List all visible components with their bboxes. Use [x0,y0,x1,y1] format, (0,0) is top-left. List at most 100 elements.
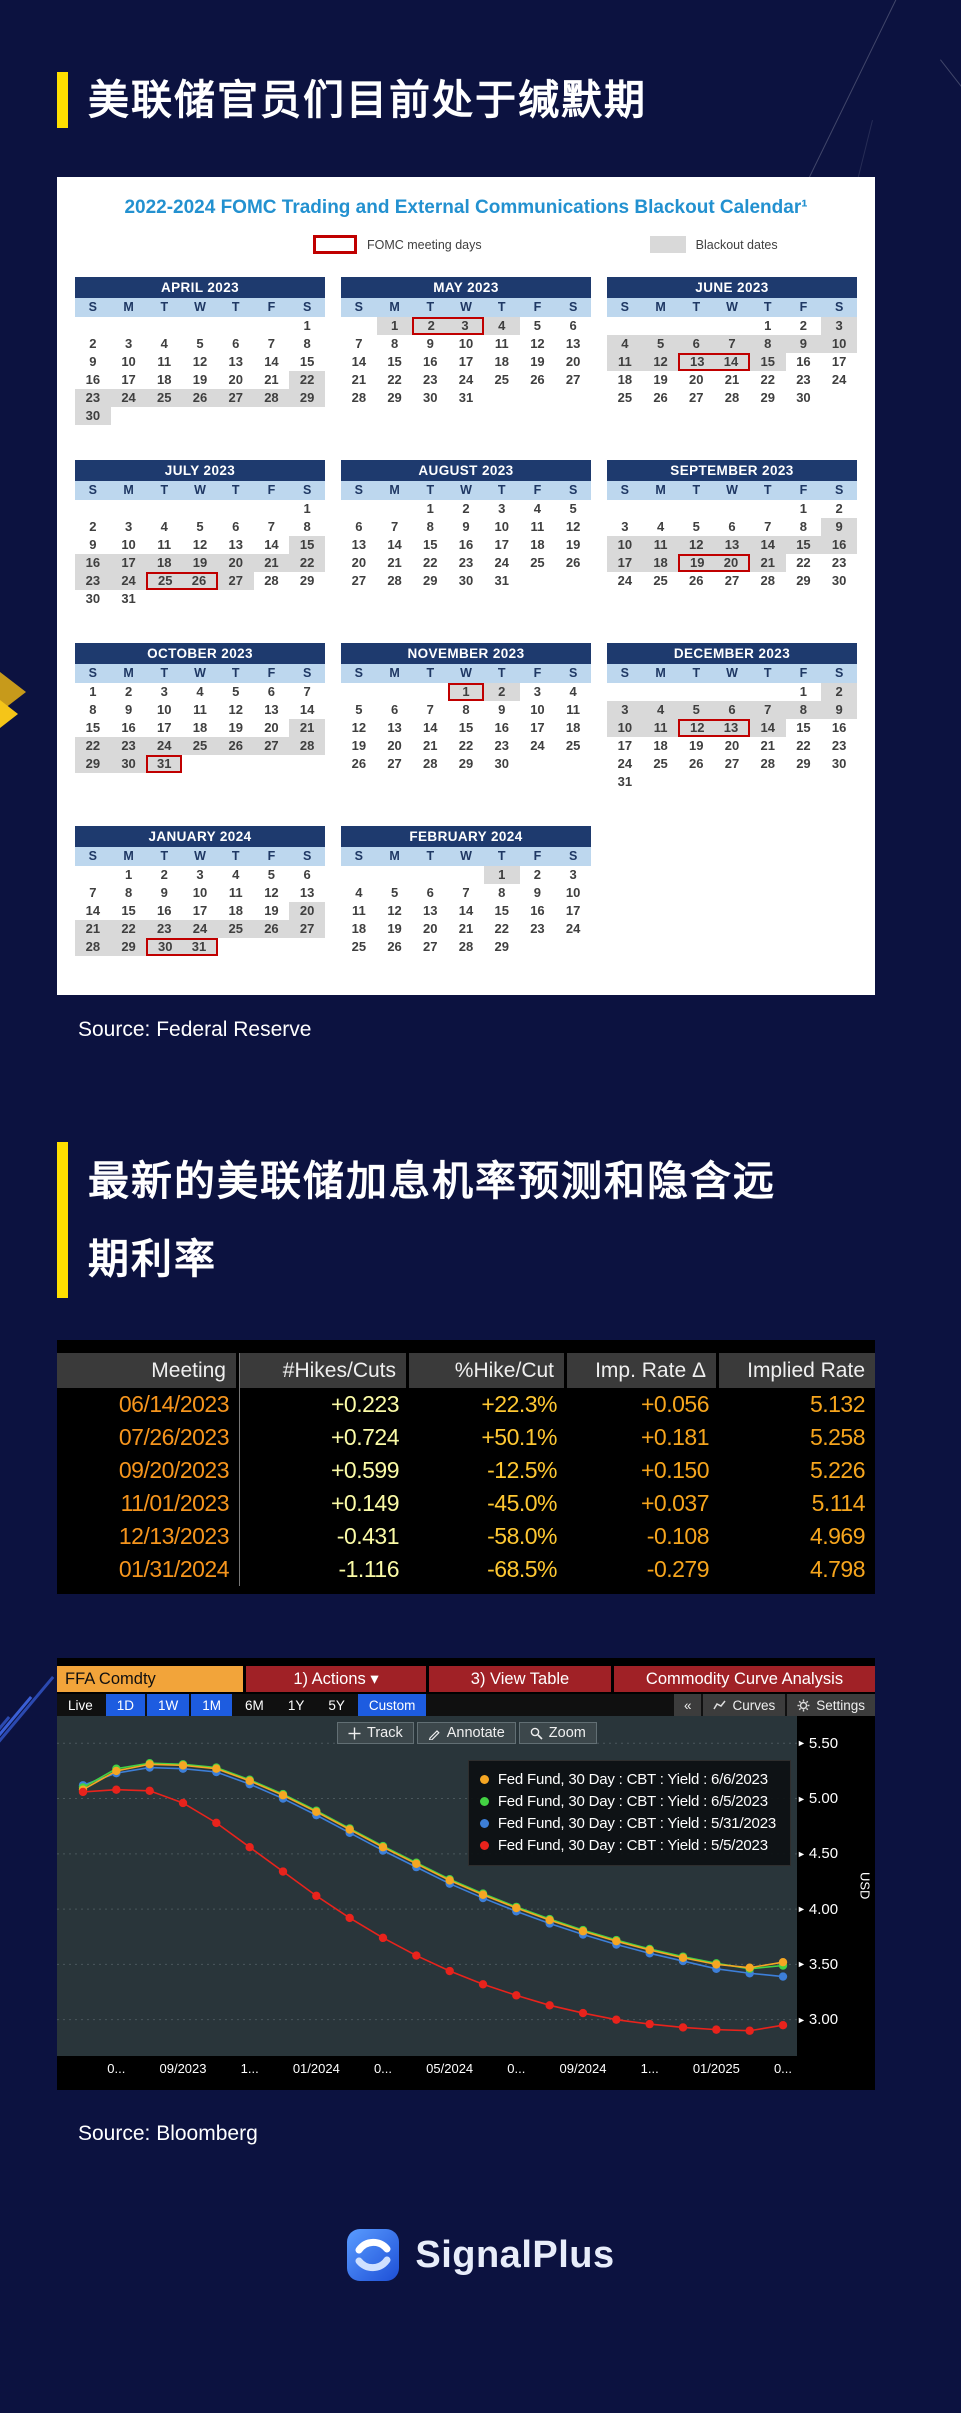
tab-1m[interactable]: 1M [191,1694,233,1716]
calendar-dow-cell: S [834,666,844,680]
tab-1w[interactable]: 1W [147,1694,190,1716]
calendar-dow-cell: S [302,849,312,863]
calendar-dow-cell: W [460,666,472,680]
settings-button[interactable]: Settings [787,1694,875,1716]
calendar-day: 7 [764,519,772,534]
data-point [278,1867,288,1876]
data-point [212,1764,221,1773]
calendar-day: 10 [458,336,474,351]
calendar-day: 11 [193,702,207,717]
tab-1d[interactable]: 1D [105,1694,146,1716]
table-column-divider [239,1353,240,1586]
calendar-dow-cell: S [568,300,578,314]
y-axis-unit-strip: USD [855,1716,875,2056]
calendar-day: 13 [714,719,750,737]
calendar-day: 21 [289,719,325,737]
calendar-dow-cell: W [460,483,472,497]
calendar-dow-cell: S [88,849,98,863]
tab-1y[interactable]: 1Y [287,1697,305,1713]
calendar-dow-cell: T [426,666,435,680]
calendar-dow-cell: W [194,483,206,497]
calendar-days: 1 2 3 4 5 6 7 8 9 10 11 12 13 14 15 16 17 18 19 20 21 22 23 24 2… [607,317,857,407]
calendar-dow-cell: F [799,666,808,680]
calendar-day: 18 [565,720,581,735]
blackout-legend-swatch [649,236,686,253]
collapse-button[interactable]: « [673,1694,702,1716]
table-cell: 4.969 [809,1523,866,1549]
chart-legend: Fed Fund, 30 Day : CBT : Yield : 6/6/202… [467,1760,791,1866]
calendar-day: 3 [621,519,629,534]
tab-live[interactable]: Live [68,1697,93,1713]
tab-6m[interactable]: 6M [245,1697,264,1713]
legend-label: Fed Fund, 30 Day : CBT : Yield : 5/5/202… [497,1836,768,1854]
table-cell: 06/14/2023 [118,1391,230,1417]
calendar-day: 22 [796,555,811,570]
tab-5y[interactable]: 5Y [328,1697,345,1713]
calendar-day: 5 [678,701,715,719]
annotate-button[interactable]: Annotate [416,1722,516,1744]
calendar-day: 4 [483,317,520,335]
calendar-day: 12 [678,719,715,737]
table-cell: +50.1% [481,1424,557,1450]
legend-dot [479,1840,489,1850]
calendar-day-empty [607,317,643,335]
calendar-dow-cell: S [88,666,98,680]
table-cell: +0.223 [331,1391,400,1417]
series-line [82,1762,784,1970]
signalplus-logo: SignalPlus [0,2228,961,2282]
table-cell: 01/31/2024 [118,1556,230,1582]
calendar-day: 21 [253,554,290,572]
data-point [778,2021,788,2030]
calendar-day: 4 [160,336,168,351]
calendar-day-empty [254,500,290,518]
calendar-day: 23 [75,389,111,407]
calendar-day: 29 [796,756,811,771]
calendar-day: 8 [426,519,434,534]
x-axis-label: 0... [507,2061,526,2076]
calendar-month-header: OCTOBER 2023 [75,643,325,664]
calendar-day-empty [182,317,218,335]
y-axis-tick: ► 4.50 [797,1844,838,1864]
table-cell: 07/26/2023 [118,1424,230,1450]
calendar-day: 19 [565,537,581,552]
calendar-day: 13 [299,885,315,900]
tick-label: 4.00 [808,1900,839,1918]
calendar-day: 10 [192,885,208,900]
calendar-day: 20 [423,921,438,936]
view-table-button[interactable]: 3) View Table [429,1666,611,1692]
calendar-month: AUGUST 2023 S M T W T F S 1 2 3 4 5 6 7 8 9 10 11 12 13 14 15 1… [341,460,591,643]
track-button[interactable]: Track [337,1722,414,1744]
calendar-day: 1 [303,501,311,516]
calendar-day: 26 [182,389,218,407]
tick-label: 5.00 [808,1790,839,1808]
curves-button[interactable]: Curves [703,1694,786,1716]
calendar-day: 9 [426,336,434,351]
tab-custom[interactable]: Custom [357,1694,427,1716]
calendar-day: 13 [264,702,279,717]
calendar-day: 26 [351,756,367,771]
calendar-day: 5 [196,336,204,351]
calendar-day: 29 [458,756,474,771]
logo-text: SignalPlus [415,2233,615,2276]
annotate-label: Annotate [446,1725,505,1741]
legend-entry: Fed Fund, 30 Day : CBT : Yield : 6/6/202… [479,1768,776,1790]
data-point [612,2015,621,2024]
calendar-day: 2 [821,683,857,701]
calendar-day: 9 [89,354,97,369]
actions-menu-button[interactable]: 1) Actions ▾ [246,1666,426,1692]
calendar-day: 21 [423,738,438,753]
section1-title-text: 美联储官员们目前处于缄默期 [88,77,647,123]
data-point [612,1936,621,1946]
calendar-day: 30 [85,591,101,606]
legend-dot [479,1774,489,1784]
calendar-day: 24 [146,737,183,755]
calendar-day: 16 [121,720,136,735]
calendar-day: 4 [355,885,363,900]
zoom-button[interactable]: Zoom [518,1722,597,1744]
calendar-day: 19 [264,903,279,918]
ticker-field[interactable]: FFA Comdty [57,1666,243,1692]
calendar-day: 29 [299,573,315,588]
calendar-day: 2 [124,684,133,699]
series-line [82,1766,784,1978]
